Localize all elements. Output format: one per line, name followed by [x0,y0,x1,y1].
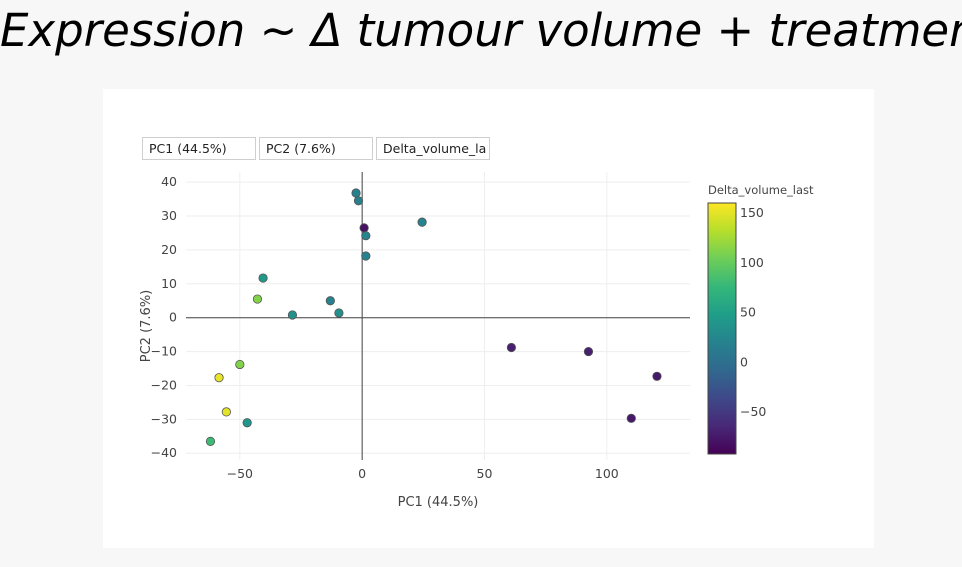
colorbar [707,202,737,455]
x-axis-title: PC1 (44.5%) [398,495,479,510]
data-point [287,310,298,320]
colorbar-tick-label: 150 [740,205,764,220]
y-axis-select[interactable]: PC2 (7.6%) [259,137,373,160]
data-point [252,294,263,304]
data-points [205,188,662,446]
y-tick-label: −10 [151,344,177,359]
y-axis-title: PC2 (7.6%) [139,290,154,363]
x-axis-select[interactable]: PC1 (44.5%) [142,137,256,160]
axes: −50 0 50 100 −40 −30 −20 −10 0 10 20 30 40 [151,172,690,481]
y-tick-label: 20 [161,242,177,257]
data-point [351,188,361,198]
data-point [205,436,216,446]
data-point [626,413,636,423]
data-point [258,273,268,283]
scatter-chart: −50 0 50 100 −40 −30 −20 −10 0 10 20 30 40 PC1 (44.5… [139,172,814,510]
y-tick-label: 30 [161,208,177,223]
x-tick-label: −50 [227,466,253,481]
data-point [359,223,369,233]
data-point [214,373,224,383]
data-point [583,346,594,357]
x-tick-label: 0 [358,466,366,481]
grid [186,172,690,460]
chart-panel: PC1 (44.5%) PC2 (7.6%) Delta_volume_la −… [103,89,874,548]
y-tick-label: −40 [151,445,177,460]
data-point [361,251,371,261]
colorbar-tick-label: 50 [740,305,756,320]
color-select[interactable]: Delta_volume_la [376,137,490,160]
data-point [353,196,364,206]
colorbar-title: Delta_volume_last [708,183,814,197]
colorbar-ticks: 150 100 50 0 −50 [740,205,766,419]
colorbar-tick-label: −50 [740,404,766,419]
x-tick-label: 100 [595,466,619,481]
data-point [235,359,245,370]
colorbar-tick-label: 0 [740,354,748,369]
data-point [334,308,344,318]
data-point [652,371,662,381]
data-point [506,342,516,353]
data-point [361,231,371,241]
y-tick-label: −30 [151,411,177,426]
x-tick-label: 50 [477,466,493,481]
data-point [325,296,335,306]
y-tick-label: 40 [161,174,177,189]
y-tick-label: 10 [161,276,177,291]
data-point [221,407,231,417]
y-tick-label: 0 [169,310,177,325]
colorbar-tick-label: 100 [740,255,764,270]
data-point [417,217,427,227]
y-tick-label: −20 [151,377,177,392]
data-point [242,418,252,428]
slide-title: Expression ~ Δ tumour volume + treatment [0,4,962,57]
